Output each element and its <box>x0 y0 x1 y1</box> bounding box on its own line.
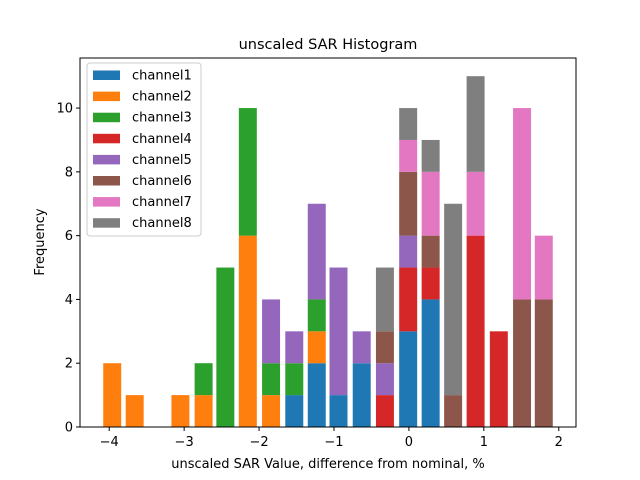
legend-label-channel8: channel8 <box>132 216 192 231</box>
bar-segment-channel2 <box>262 395 281 427</box>
bar-segment-channel1 <box>421 299 440 427</box>
bar-segment-channel5 <box>262 299 281 364</box>
legend-label-channel4: channel4 <box>132 132 192 147</box>
legend: channel1 channel2 channel3 channel4 channel5… <box>86 62 202 237</box>
bars-group <box>103 76 553 427</box>
bar-segment-channel4 <box>489 331 508 427</box>
y-axis-ticks: 0 2 4 6 8 10 <box>56 102 80 436</box>
bar-segment-channel5 <box>285 331 304 364</box>
bar-segment-channel8 <box>421 139 440 172</box>
bar-segment-channel1 <box>285 395 304 427</box>
bar-segment-channel3 <box>285 363 304 396</box>
legend-label-channel3: channel3 <box>132 111 192 126</box>
bar-segment-channel1 <box>329 395 348 427</box>
legend-swatch-channel1 <box>93 70 120 80</box>
legend-label-channel7: channel7 <box>132 195 192 210</box>
legend-frame <box>86 62 202 237</box>
bar-segment-channel4 <box>466 235 485 427</box>
bar-segment-channel2 <box>238 235 257 427</box>
x-tick-label: 2 <box>555 435 563 450</box>
y-tick-label: 6 <box>65 229 73 244</box>
x-tick-label: 1 <box>480 435 488 450</box>
bar-segment-channel6 <box>399 171 418 236</box>
bar-segment-channel6 <box>421 235 440 268</box>
legend-label-channel1: channel1 <box>132 69 192 84</box>
bar-segment-channel2 <box>194 395 213 427</box>
bar-segment-channel4 <box>399 267 418 332</box>
legend-label-channel2: channel2 <box>132 90 192 105</box>
bar-segment-channel2 <box>307 331 326 364</box>
bar-segment-channel1 <box>399 331 418 427</box>
x-tick-label: 0 <box>405 435 413 450</box>
legend-swatch-channel8 <box>93 218 120 228</box>
legend-swatch-channel3 <box>93 112 120 123</box>
bar-segment-channel8 <box>466 76 485 172</box>
y-tick-label: 0 <box>65 421 73 436</box>
y-tick-label: 2 <box>65 357 73 372</box>
bar-segment-channel7 <box>399 139 418 172</box>
bar-segment-channel6 <box>513 299 532 427</box>
bar-segment-channel5 <box>352 331 371 364</box>
bar-segment-channel8 <box>375 267 394 332</box>
bar-segment-channel6 <box>534 299 553 427</box>
bar-segment-channel5 <box>329 267 348 396</box>
bar-segment-channel4 <box>421 267 440 300</box>
bar-segment-channel2 <box>125 395 144 427</box>
y-tick-label: 10 <box>56 102 73 117</box>
legend-swatch-channel5 <box>93 154 120 165</box>
bar-segment-channel3 <box>307 299 326 332</box>
legend-swatch-channel2 <box>93 91 120 102</box>
bar-segment-channel5 <box>375 363 394 396</box>
bar-segment-channel2 <box>171 395 190 427</box>
bar-segment-channel6 <box>444 395 463 427</box>
bar-segment-channel5 <box>399 235 418 268</box>
x-axis-ticks: −4 −3 −2 −1 0 1 2 <box>100 427 563 450</box>
bar-segment-channel7 <box>513 108 532 300</box>
bar-segment-channel1 <box>352 363 371 427</box>
bar-segment-channel2 <box>103 363 122 427</box>
legend-swatch-channel7 <box>93 197 120 207</box>
x-tick-label: −3 <box>175 435 194 450</box>
bar-segment-channel5 <box>307 203 326 300</box>
y-tick-label: 4 <box>65 293 73 308</box>
legend-label-channel6: channel6 <box>132 174 192 189</box>
legend-swatch-channel6 <box>93 176 120 186</box>
bar-segment-channel8 <box>399 108 418 140</box>
bar-segment-channel1 <box>307 363 326 427</box>
bar-segment-channel7 <box>534 235 553 300</box>
bar-segment-channel7 <box>421 171 440 236</box>
x-tick-label: −1 <box>324 435 343 450</box>
axes-frame <box>79 57 577 428</box>
bar-segment-channel3 <box>262 363 281 396</box>
x-tick-label: −4 <box>100 435 119 450</box>
chart-title: unscaled SAR Histogram <box>239 37 418 53</box>
bar-segment-channel6 <box>375 331 394 364</box>
x-tick-label: −2 <box>249 435 268 450</box>
bar-segment-channel7 <box>466 171 485 236</box>
x-axis-label: unscaled SAR Value, difference from nomi… <box>171 457 485 472</box>
bar-segment-channel3 <box>194 363 213 396</box>
legend-label-channel5: channel5 <box>132 153 192 168</box>
y-tick-label: 8 <box>65 165 73 180</box>
bar-segment-channel3 <box>216 267 235 427</box>
legend-swatch-channel4 <box>93 133 120 144</box>
bar-segment-channel8 <box>444 203 463 396</box>
bar-segment-channel3 <box>238 108 257 236</box>
y-axis-label: Frequency <box>33 208 48 275</box>
bar-segment-channel4 <box>375 395 394 427</box>
